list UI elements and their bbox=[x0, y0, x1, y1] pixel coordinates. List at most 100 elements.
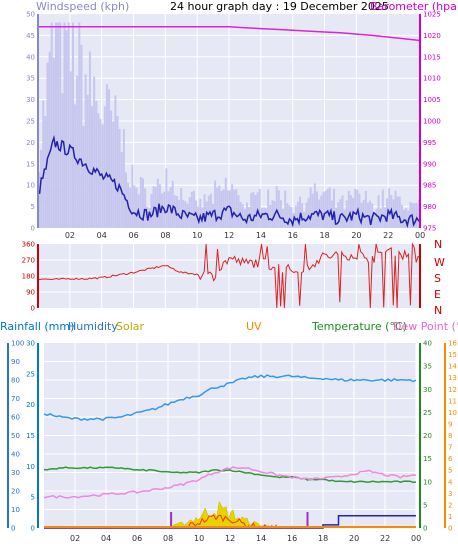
wind-gust-bar bbox=[161, 193, 164, 228]
humidity-tick-label: 80 bbox=[11, 377, 20, 385]
wind-gust-bar bbox=[356, 189, 359, 228]
wind-gust-bar bbox=[148, 208, 151, 228]
rainfall-tick-label: 5 bbox=[31, 494, 35, 502]
temperature-tick-label: 25 bbox=[423, 409, 432, 417]
wind-gust-bar bbox=[82, 125, 85, 228]
wind-gust-bar bbox=[254, 195, 257, 228]
wind-gust-bar bbox=[212, 203, 215, 228]
wind-gust-bar bbox=[311, 193, 314, 228]
wind-gust-bar bbox=[328, 187, 331, 228]
wind-gust-bar bbox=[63, 22, 66, 229]
rainfall-tick-label: 0 bbox=[31, 525, 35, 533]
wind-gust-bar bbox=[231, 184, 234, 228]
wind-gust-bar bbox=[347, 190, 350, 228]
wind-gust-bar bbox=[237, 195, 240, 228]
wind-gust-bar bbox=[275, 185, 278, 228]
series-layer bbox=[37, 22, 421, 529]
top-x-tick-label: 06 bbox=[129, 231, 139, 240]
wind-gust-bar bbox=[141, 178, 144, 228]
wind-gust-bar bbox=[241, 204, 244, 228]
wind-gust-bar bbox=[61, 93, 64, 228]
wind-gust-bar bbox=[364, 190, 367, 228]
bottom-x-tick-label: 16 bbox=[287, 534, 297, 543]
wind-gust-bar bbox=[173, 195, 176, 228]
wind-gust-bar bbox=[354, 188, 357, 228]
wind-gust-bar bbox=[105, 84, 108, 229]
wind-gust-bar bbox=[192, 190, 195, 228]
wind-gust-bar bbox=[388, 188, 391, 228]
top-x-tick-label: 16 bbox=[288, 231, 298, 240]
wind-gust-bar bbox=[398, 196, 401, 228]
wind-gust-bar bbox=[133, 185, 136, 228]
wind-gust-bar bbox=[175, 195, 178, 228]
baro-tick-label: 1000 bbox=[423, 118, 441, 126]
dewpoint-tick-label: 0 bbox=[448, 525, 452, 533]
wind-gust-bar bbox=[108, 89, 111, 229]
wind-tick-label: 30 bbox=[26, 96, 35, 104]
humidity-tick-label: 60 bbox=[11, 414, 20, 422]
wind-gust-bar bbox=[343, 209, 346, 228]
direction-tick-label: 360 bbox=[22, 241, 35, 249]
top-x-tick-label: 02 bbox=[65, 231, 75, 240]
wind-tick-label: 50 bbox=[26, 11, 35, 19]
wind-gust-bar bbox=[129, 187, 132, 228]
bottom-x-tick-label: 18 bbox=[318, 534, 328, 543]
wind-gust-bar bbox=[369, 200, 372, 228]
dewpoint-tick-label: 15 bbox=[448, 351, 457, 359]
wind-gust-bar bbox=[400, 204, 403, 228]
wind-tick-label: 45 bbox=[26, 32, 35, 40]
rainfall-label: Rainfall (mm) bbox=[0, 320, 74, 333]
wind-tick-label: 15 bbox=[26, 160, 35, 168]
wind-tick-label: 5 bbox=[31, 203, 35, 211]
wind-gust-bar bbox=[171, 180, 174, 228]
wind-gust-bar bbox=[248, 207, 251, 228]
wind-gust-bar bbox=[245, 202, 248, 228]
top-x-tick-label: 04 bbox=[97, 231, 107, 240]
compass-w: W bbox=[434, 256, 445, 269]
temperature-tick-label: 10 bbox=[423, 478, 432, 486]
wind-gust-bar bbox=[190, 191, 193, 228]
temperature-tick-label: 30 bbox=[423, 386, 432, 394]
wind-gust-bar bbox=[91, 106, 94, 228]
dewpoint-tick-label: 13 bbox=[448, 374, 457, 382]
wind-gust-bar bbox=[299, 196, 302, 228]
wind-gust-bar bbox=[84, 74, 87, 228]
wind-gust-bar bbox=[103, 106, 106, 228]
wind-gust-bar bbox=[80, 44, 83, 228]
wind-gust-bar bbox=[267, 189, 270, 228]
baro-axis-label: Barometer (hpa) bbox=[370, 0, 458, 13]
wind-gust-bar bbox=[131, 164, 134, 228]
top-x-tick-label: 08 bbox=[160, 231, 170, 240]
dewpoint-tick-label: 2 bbox=[448, 501, 452, 509]
direction-tick-label: 0 bbox=[31, 305, 35, 313]
wind-gust-bar bbox=[178, 199, 181, 228]
wind-tick-label: 25 bbox=[26, 118, 35, 126]
wind-gust-bar bbox=[373, 214, 376, 228]
bottom-x-tick-label: 10 bbox=[194, 534, 204, 543]
dewpoint-tick-label: 5 bbox=[448, 467, 452, 475]
wind-gust-bar bbox=[316, 191, 319, 228]
wind-gust-bar bbox=[93, 76, 96, 229]
wind-gust-bar bbox=[57, 22, 60, 229]
wind-gust-bar bbox=[116, 115, 119, 228]
wind-tick-label: 0 bbox=[31, 225, 35, 233]
wind-gust-bar bbox=[114, 95, 117, 229]
wind-gust-bar bbox=[214, 180, 217, 228]
compass-n-bottom: N bbox=[434, 304, 442, 317]
top-x-tick-label: 20 bbox=[351, 231, 361, 240]
wind-gust-bar bbox=[59, 22, 62, 229]
wind-gust-bar bbox=[262, 207, 265, 228]
wind-gust-bar bbox=[313, 183, 316, 228]
bottom-x-tick-label: 08 bbox=[163, 534, 173, 543]
baro-tick-label: 980 bbox=[423, 203, 436, 211]
wind-gust-bar bbox=[381, 189, 384, 228]
temperature-label: Temperature (°C) bbox=[311, 320, 407, 333]
wind-gust-bar bbox=[197, 206, 200, 228]
dewpoint-tick-label: 6 bbox=[448, 455, 453, 463]
baro-tick-label: 985 bbox=[423, 182, 436, 190]
wind-gust-bar bbox=[135, 187, 138, 228]
top-x-tick-label: 12 bbox=[224, 231, 234, 240]
bottom-x-tick-label: 14 bbox=[256, 534, 266, 543]
